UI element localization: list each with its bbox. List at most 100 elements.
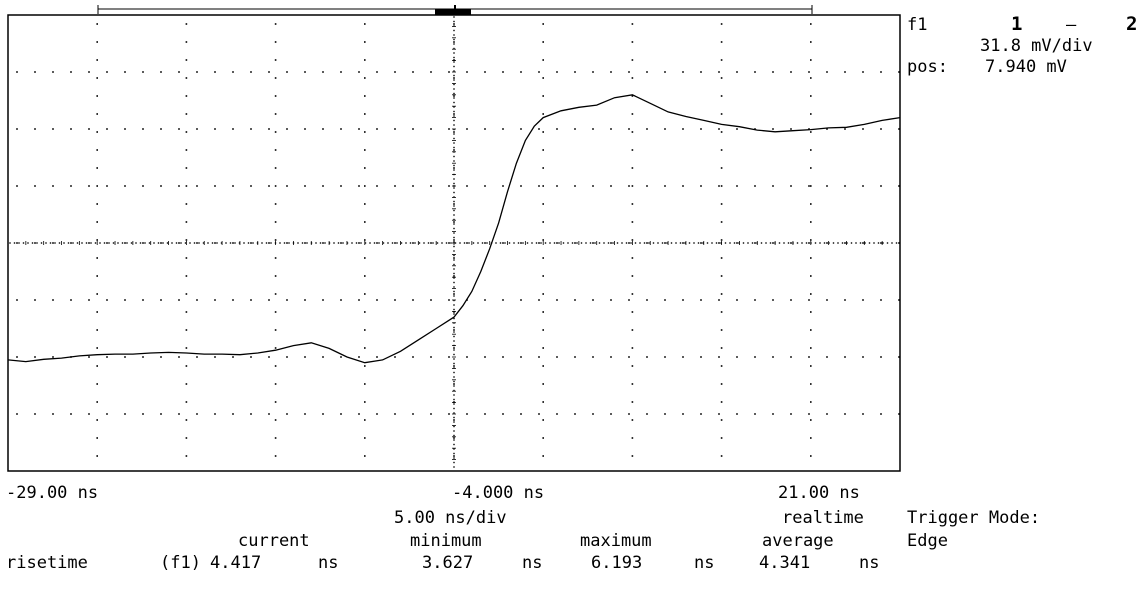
grid-dot	[453, 437, 455, 439]
grid-dot	[453, 371, 455, 374]
grid-dot	[322, 128, 324, 130]
grid-dot	[864, 242, 866, 244]
grid-dot	[96, 167, 98, 169]
grid-dot	[418, 242, 421, 244]
grid-dot	[81, 242, 83, 244]
grid-dot	[124, 128, 126, 130]
grid-dot	[810, 401, 812, 403]
grid-dot	[810, 41, 812, 43]
grid-dot	[538, 299, 540, 301]
grid-dot	[453, 448, 455, 450]
grid-dot	[484, 356, 486, 358]
grid-dot	[700, 71, 702, 73]
grid-dot	[453, 106, 455, 108]
grid-dot	[304, 356, 306, 358]
grid-dot	[229, 242, 232, 244]
grid-dot	[574, 128, 576, 130]
grid-dot	[542, 311, 544, 313]
grid-dot	[52, 242, 54, 244]
grid-dot	[628, 299, 630, 301]
grid-dot	[124, 185, 126, 187]
grid-dot	[589, 242, 592, 244]
grid-dot	[664, 242, 666, 244]
grid-dot	[214, 242, 216, 244]
grid-dot	[631, 131, 634, 133]
grid-dot	[453, 218, 455, 221]
grid-dot	[736, 299, 738, 301]
grid-dot	[214, 71, 216, 73]
grid-dot	[610, 413, 612, 415]
grid-dot	[412, 128, 414, 130]
grid-dot	[542, 365, 544, 367]
grid-dot	[162, 242, 164, 244]
grid-dot	[810, 365, 812, 367]
grid-dot	[453, 455, 455, 457]
grid-dot	[396, 242, 398, 244]
grid-dot	[238, 242, 241, 244]
grid-dot	[88, 128, 90, 130]
grid-dot	[453, 187, 455, 189]
grid-dot	[322, 299, 324, 301]
grid-dot	[574, 299, 576, 301]
grid-dot	[688, 242, 691, 244]
grid-dot	[720, 23, 723, 25]
grid-dot	[448, 128, 450, 130]
grid-dot	[412, 71, 414, 73]
grid-dot	[772, 242, 774, 244]
grid-dot	[160, 299, 162, 301]
x-left-label: -29.00 ns	[6, 483, 99, 503]
grid-dot	[214, 413, 216, 415]
grid-dot	[574, 413, 576, 415]
grid-dot	[364, 239, 366, 241]
grid-dot	[520, 128, 522, 130]
grid-dot	[576, 242, 578, 244]
grid-dot	[364, 113, 366, 115]
grid-dot	[556, 299, 558, 301]
grid-dot	[891, 242, 893, 244]
grid-dot	[484, 128, 486, 130]
grid-dot	[844, 299, 846, 301]
grid-dot	[376, 299, 378, 301]
grid-dot	[88, 356, 90, 358]
grid-dot	[106, 299, 108, 301]
grid-dot	[754, 299, 756, 301]
grid-dot	[160, 128, 162, 130]
grid-dot	[274, 131, 277, 133]
grid-dot	[810, 437, 812, 439]
grid-dot	[765, 242, 767, 244]
grid-dot	[142, 413, 144, 415]
grid-dot	[542, 293, 544, 295]
grid-dot	[96, 95, 98, 97]
grid-dot	[88, 413, 90, 415]
grid-dot	[772, 413, 774, 415]
grid-dot	[549, 242, 551, 244]
grid-dot	[453, 290, 455, 293]
grid-dot	[250, 356, 252, 358]
grid-dot	[268, 299, 270, 301]
grid-dot	[612, 242, 614, 244]
grid-dot	[538, 128, 540, 130]
grid-dot	[453, 119, 455, 122]
grid-dot	[67, 242, 70, 244]
grid-dot	[520, 71, 522, 73]
grid-dot	[810, 149, 812, 151]
average-value: 4.341	[759, 553, 811, 573]
grid-dot	[736, 413, 738, 415]
grid-dot	[466, 242, 468, 244]
grid-dot	[553, 242, 556, 244]
grid-dot	[124, 71, 126, 73]
grid-dot	[232, 128, 234, 130]
grid-dot	[808, 185, 810, 187]
grid-dot	[453, 425, 455, 428]
grid-dot	[207, 242, 209, 244]
grid-dot	[631, 77, 634, 79]
grid-dot	[502, 185, 504, 187]
grid-dot	[70, 71, 72, 73]
grid-dot	[274, 329, 277, 331]
grid-dot	[453, 268, 455, 270]
grid-dot	[720, 77, 723, 79]
grid-dot	[592, 413, 594, 415]
grid-dot	[279, 242, 281, 244]
grid-dot	[826, 242, 828, 244]
grid-dot	[720, 113, 723, 115]
